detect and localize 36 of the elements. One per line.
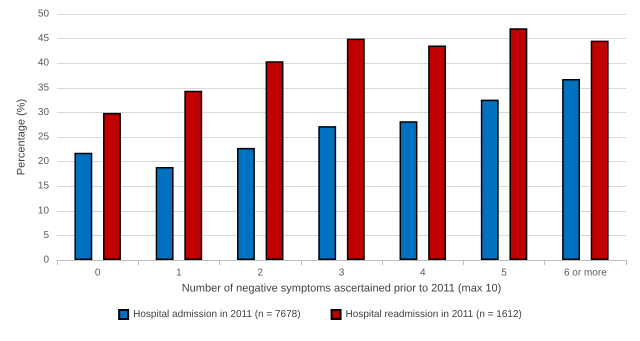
x-tick-label: 0 (94, 268, 101, 278)
x-tick-label: 4 (420, 268, 426, 278)
y-tick-label: 25 (38, 132, 50, 142)
y-tick-label: 15 (38, 180, 50, 192)
bar (184, 90, 202, 260)
legend-label: Hospital readmission in 2011 (n = 1612) (346, 309, 522, 320)
y-tick-label: 5 (43, 230, 50, 241)
bar (509, 28, 528, 260)
x-tick-label: 3 (338, 268, 345, 278)
y-tick-label: 20 (38, 156, 50, 168)
x-tick-label: 6 or more (564, 268, 608, 278)
bar (346, 38, 365, 260)
y-tick-label: 45 (38, 33, 50, 44)
y-tick-label: 10 (38, 205, 50, 216)
bar (236, 148, 255, 260)
bar (562, 78, 580, 260)
bar (266, 61, 284, 260)
bar (74, 152, 92, 260)
x-tick-label: 2 (257, 268, 264, 278)
bar (318, 126, 336, 260)
bar (103, 112, 121, 260)
x-tick-label: 1 (176, 268, 182, 278)
bar (400, 121, 418, 260)
bar (590, 40, 609, 260)
bar (156, 167, 174, 260)
bar (428, 45, 446, 260)
y-axis-title: Percentage (%) (16, 98, 28, 176)
y-tick-label: 40 (38, 58, 50, 69)
y-tick-label: 30 (38, 106, 50, 118)
bar (480, 100, 499, 260)
x-axis-title: Number of negative symptoms ascertained prior to 2011 (max 10) (182, 282, 502, 294)
y-tick-label: 50 (38, 8, 50, 20)
y-tick-label: 35 (38, 82, 50, 94)
legend-label: Hospital admission in 2011 (n = 7678) (133, 309, 301, 320)
x-tick-label: 5 (501, 268, 508, 278)
y-tick-label: 0 (43, 254, 50, 266)
